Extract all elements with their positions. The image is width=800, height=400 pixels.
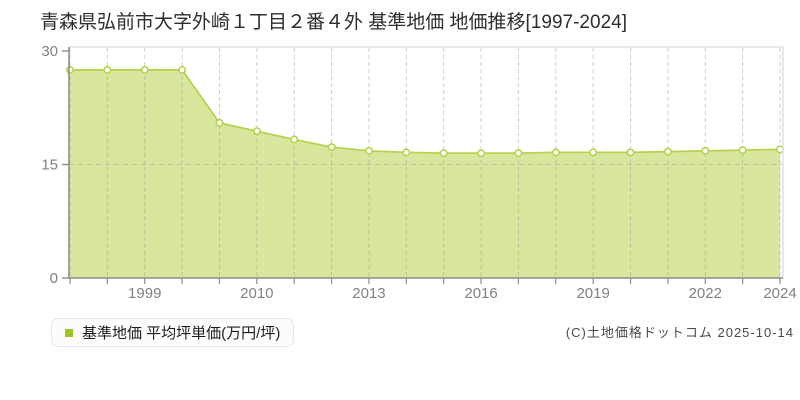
x-tick-label: 2016 [464,285,497,302]
x-tick-label: 2019 [576,285,609,302]
data-point [178,65,187,74]
price-trend-chart: 0 15 30 1999 2010 2013 2016 2019 2022 2024 [41,43,796,302]
data-point [290,135,299,144]
y-tick-label: 0 [50,270,58,287]
legend: 基準地価 平均坪単価(万円/坪) [51,318,295,347]
data-point [514,149,523,158]
data-point [103,65,112,74]
data-point [663,147,672,156]
data-point [551,148,560,157]
data-point [626,148,635,157]
data-point [589,148,598,157]
data-point [66,65,75,74]
y-tick-label: 30 [41,43,58,60]
series-line [70,69,781,155]
data-point [738,146,747,155]
data-point [775,145,784,154]
data-point [215,118,224,127]
x-tick-label: 2024 [763,285,796,302]
y-tick-label: 15 [41,157,58,174]
data-point [439,149,448,158]
legend-marker-square [65,328,73,337]
data-point [252,127,261,136]
legend-label: 基準地価 平均坪単価(万円/坪) [82,325,281,342]
copyright-text: (C)土地価格ドットコム 2025-10-14 [565,325,794,340]
data-point [364,146,373,155]
data-point [477,149,486,158]
x-tick-label: 1999 [128,285,161,302]
area-fill [70,69,780,279]
page-title: 青森県弘前市大字外崎１丁目２番４外 基準地価 地価推移[1997-2024] [40,12,627,33]
data-point [402,148,411,157]
plot-frame [69,46,784,278]
x-tick-label: 2022 [689,285,722,302]
x-tick-label: 2013 [352,285,385,302]
data-point [327,143,336,152]
x-tick-label: 2010 [240,285,273,302]
data-point [701,146,710,155]
data-point [140,65,149,74]
